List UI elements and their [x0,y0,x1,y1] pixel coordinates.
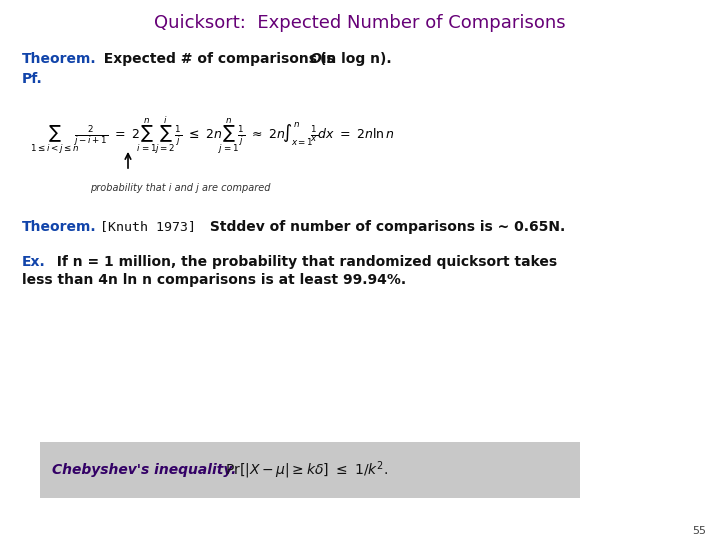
Text: Pf.: Pf. [22,72,42,86]
Text: Stddev of number of comparisons is ~ 0.65N.: Stddev of number of comparisons is ~ 0.6… [205,220,565,234]
Text: $\sum_{1 \leq i < j \leq n} \!\! \frac{2}{j-i+1}$$\ =\ 2\!\sum_{i=1}^{n}\sum_{j=: $\sum_{1 \leq i < j \leq n} \!\! \frac{2… [30,114,395,156]
Text: probability that i and j are compared: probability that i and j are compared [90,183,271,193]
Text: Theorem.: Theorem. [22,52,96,66]
Text: less than 4n ln n comparisons is at least 99.94%.: less than 4n ln n comparisons is at leas… [22,273,406,287]
Text: Quicksort:  Expected Number of Comparisons: Quicksort: Expected Number of Comparison… [154,14,566,32]
Text: (n log n).: (n log n). [320,52,392,66]
Text: Ex.: Ex. [22,255,46,269]
Text: 55: 55 [692,526,706,536]
Text: O: O [310,52,322,66]
Text: $\mathrm{Pr}[|X - \mu| \geq k\delta]\ \leq\ 1/k^2.$: $\mathrm{Pr}[|X - \mu| \geq k\delta]\ \l… [225,459,388,481]
Text: Theorem.: Theorem. [22,220,96,234]
FancyBboxPatch shape [40,442,580,498]
Text: Expected # of comparisons is: Expected # of comparisons is [94,52,340,66]
Text: [Knuth 1973]: [Knuth 1973] [92,220,196,233]
Text: Chebyshev's inequality.: Chebyshev's inequality. [52,463,236,477]
Text: If n = 1 million, the probability that randomized quicksort takes: If n = 1 million, the probability that r… [47,255,557,269]
